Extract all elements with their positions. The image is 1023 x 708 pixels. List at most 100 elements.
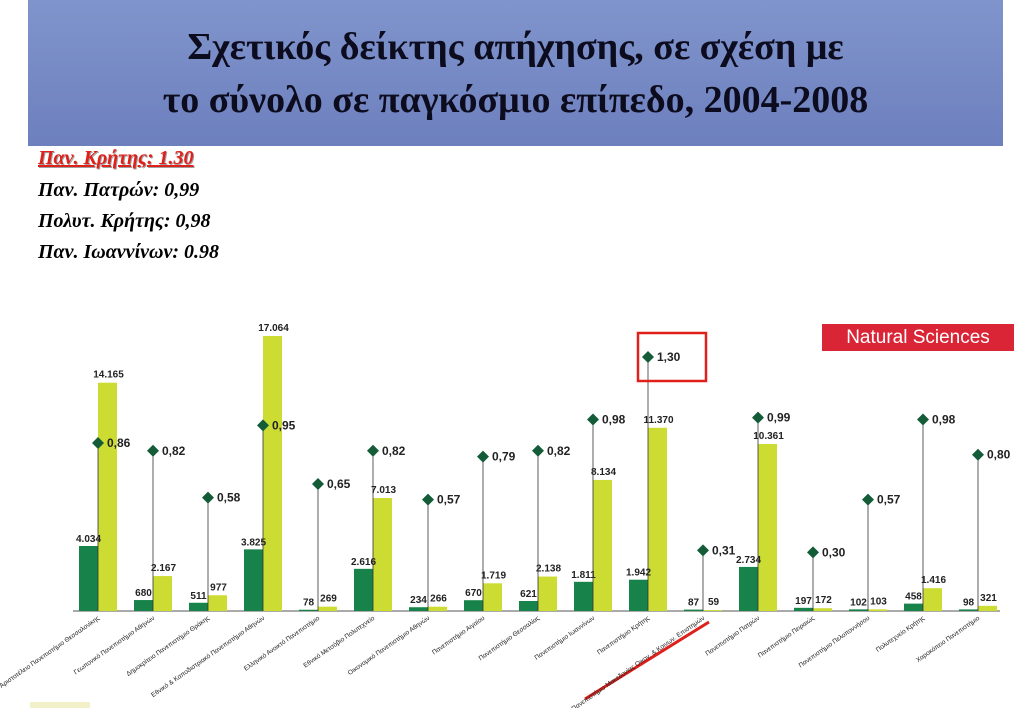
index-marker bbox=[92, 436, 104, 449]
index-marker bbox=[807, 546, 819, 559]
category-label: Πολυτεχνείο Κρήτης bbox=[874, 614, 926, 654]
bar-light bbox=[483, 583, 502, 611]
index-marker bbox=[862, 493, 874, 506]
bar-light-value-label: 321 bbox=[980, 593, 997, 604]
bar-light-value-label: 17.064 bbox=[258, 323, 289, 334]
bar-dark bbox=[189, 602, 208, 611]
bar-chart: 4.034 14.165 0,86 Αριστοτέλειο Πανεπιστήμιο… bbox=[0, 323, 1011, 708]
index-marker bbox=[752, 411, 764, 424]
bar-light bbox=[703, 610, 722, 611]
bar-light-value-label: 103 bbox=[870, 596, 887, 607]
bar-dark bbox=[134, 600, 153, 611]
index-marker bbox=[367, 444, 379, 457]
index-marker bbox=[532, 444, 544, 457]
note-highlight: Παν. Κρήτης: 1.30 bbox=[38, 147, 194, 169]
bar-light-value-label: 1.719 bbox=[481, 570, 506, 581]
index-marker bbox=[642, 351, 654, 363]
bar-dark bbox=[574, 581, 593, 611]
highlight-underline bbox=[584, 620, 710, 701]
index-marker bbox=[587, 413, 599, 426]
bar-dark-value-label: 197 bbox=[795, 596, 812, 607]
index-marker bbox=[312, 478, 324, 490]
bar-light-value-label: 8.134 bbox=[591, 467, 616, 478]
category-label: Δημοκρίτειο Πανεπιστήμιο Θράκης bbox=[125, 614, 211, 678]
bar-dark-value-label: 234 bbox=[410, 595, 427, 606]
bar-dark bbox=[739, 566, 758, 611]
bar-dark-value-label: 1.942 bbox=[626, 568, 651, 579]
index-value-label: 0,57 bbox=[437, 493, 461, 507]
category-label: Αριστοτέλειο Πανεπιστήμιο Θεσσαλονίκης bbox=[0, 614, 101, 690]
bar-dark-value-label: 458 bbox=[905, 592, 922, 603]
bar-dark bbox=[794, 607, 813, 611]
bar-dark-value-label: 98 bbox=[963, 597, 975, 608]
index-marker bbox=[972, 448, 984, 461]
bar-light bbox=[373, 497, 392, 611]
bar-dark bbox=[904, 603, 923, 611]
bar-dark-value-label: 2.616 bbox=[351, 557, 376, 568]
bar-light-value-label: 11.370 bbox=[643, 415, 673, 426]
index-value-label: 0,98 bbox=[932, 413, 956, 427]
index-value-label: 0,80 bbox=[987, 448, 1011, 462]
bar-light bbox=[263, 336, 282, 611]
bar-light-value-label: 59 bbox=[708, 597, 720, 608]
bar-light-value-label: 269 bbox=[320, 594, 337, 605]
bar-light-value-label: 172 bbox=[815, 595, 832, 606]
index-marker bbox=[697, 544, 709, 557]
bar-dark bbox=[959, 609, 978, 611]
bar-light bbox=[98, 382, 117, 611]
title-banner: Σχετικός δείκτης απήχησης, σε σχέση με τ… bbox=[28, 0, 1003, 146]
title-line-1: Σχετικός δείκτης απήχησης, σε σχέση με bbox=[187, 26, 844, 68]
bar-light bbox=[648, 427, 667, 611]
bar-light-value-label: 977 bbox=[210, 582, 227, 593]
bar-dark bbox=[244, 549, 263, 611]
category-label: Πανεπιστήμιο Ιωαννίνων bbox=[533, 614, 596, 662]
bar-light bbox=[208, 595, 227, 611]
bar-light-value-label: 266 bbox=[430, 594, 447, 605]
natural-sciences-badge: Natural Sciences bbox=[822, 324, 1014, 351]
index-value-label: 0,82 bbox=[162, 444, 186, 458]
index-value-label: 0,95 bbox=[272, 418, 296, 432]
index-marker bbox=[477, 450, 489, 463]
bar-light bbox=[318, 606, 337, 611]
highlight-box bbox=[636, 331, 708, 383]
bar-light-value-label: 2.138 bbox=[536, 564, 561, 575]
bar-dark-value-label: 102 bbox=[850, 597, 867, 608]
category-label: Πανεπιστήμιο Πειραιώς bbox=[756, 614, 816, 659]
index-marker bbox=[257, 419, 269, 432]
bar-light-value-label: 7.013 bbox=[371, 485, 396, 496]
index-marker bbox=[917, 413, 929, 426]
category-label: Πανεπιστήμιο Αιγαίου bbox=[430, 614, 486, 657]
index-value-label: 0,65 bbox=[327, 477, 351, 491]
note: Παν. Πατρών: 0,99 bbox=[38, 179, 200, 201]
bar-dark bbox=[464, 600, 483, 611]
bar-light bbox=[153, 576, 172, 611]
bar-light bbox=[813, 608, 832, 611]
bar-light bbox=[593, 479, 612, 611]
category-label: Εθνικό & Καποδιστριακό Πανεπιστήμιο Αθην… bbox=[150, 614, 267, 699]
bar-light-value-label: 2.167 bbox=[151, 563, 176, 574]
bar-dark-value-label: 680 bbox=[135, 588, 152, 599]
category-label: Πανεπιστήμιο Πατρών bbox=[704, 614, 761, 657]
bar-dark bbox=[684, 609, 703, 611]
index-value-label: 0,30 bbox=[822, 545, 846, 559]
index-marker bbox=[202, 491, 214, 504]
bar-dark-value-label: 87 bbox=[688, 598, 700, 609]
note: Πολυτ. Κρήτης: 0,98 bbox=[38, 210, 211, 232]
bar-dark bbox=[849, 609, 868, 611]
bar-dark-value-label: 78 bbox=[303, 598, 315, 609]
bar-dark bbox=[299, 609, 318, 611]
index-value-label: 1,30 bbox=[657, 350, 681, 364]
category-label: Πανεπιστήμιο Κρήτης bbox=[596, 615, 651, 656]
index-marker bbox=[147, 444, 159, 457]
bar-dark-value-label: 670 bbox=[465, 588, 482, 599]
bar-light bbox=[868, 609, 887, 611]
bar-dark bbox=[79, 545, 98, 611]
index-value-label: 0,79 bbox=[492, 450, 516, 464]
bar-light-value-label: 1.416 bbox=[921, 575, 946, 586]
bar-dark-value-label: 1.811 bbox=[571, 570, 596, 581]
bar-dark-value-label: 4.034 bbox=[76, 534, 101, 545]
index-value-label: 0,58 bbox=[217, 491, 241, 505]
bar-light bbox=[538, 576, 557, 611]
bar-dark bbox=[519, 600, 538, 611]
index-value-label: 0,57 bbox=[877, 493, 901, 507]
